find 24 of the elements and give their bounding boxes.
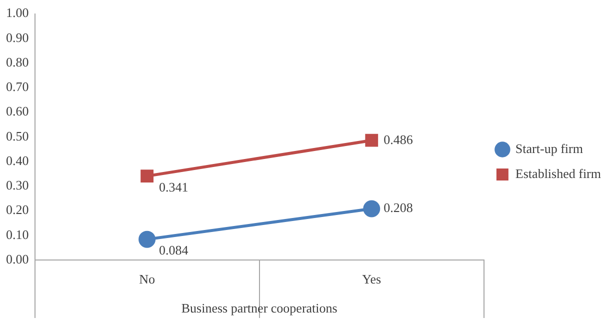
y-tick-label: 0.70 xyxy=(6,79,29,94)
data-label: 0.084 xyxy=(159,242,189,258)
x-tick-label: No xyxy=(139,271,155,286)
y-tick-label: 0.50 xyxy=(6,128,29,144)
y-tick-label: 0.80 xyxy=(6,54,29,70)
data-label: 0.341 xyxy=(159,179,188,194)
legend-label: Established firm xyxy=(515,166,602,181)
data-label: 0.208 xyxy=(384,200,413,216)
point xyxy=(363,200,380,218)
y-tick-label: 0.10 xyxy=(6,226,29,242)
y-tick-label: 0.40 xyxy=(6,152,29,168)
y-tick-label: 0.30 xyxy=(6,178,29,193)
point xyxy=(140,170,154,182)
point xyxy=(365,134,378,147)
data-label: 0.486 xyxy=(384,132,414,147)
y-tick-label: 0.60 xyxy=(6,104,29,119)
x-axis-title: Business partner cooperations xyxy=(181,300,338,316)
y-tick-label: 0.00 xyxy=(6,251,29,266)
y-tick-label: 1.00 xyxy=(6,5,29,20)
x-tick-label: Yes xyxy=(362,271,382,286)
point xyxy=(138,230,156,248)
y-tick-label: 0.90 xyxy=(6,30,29,45)
legend-label: Start-up firm xyxy=(515,140,583,156)
y-tick-label: 0.20 xyxy=(6,202,29,218)
